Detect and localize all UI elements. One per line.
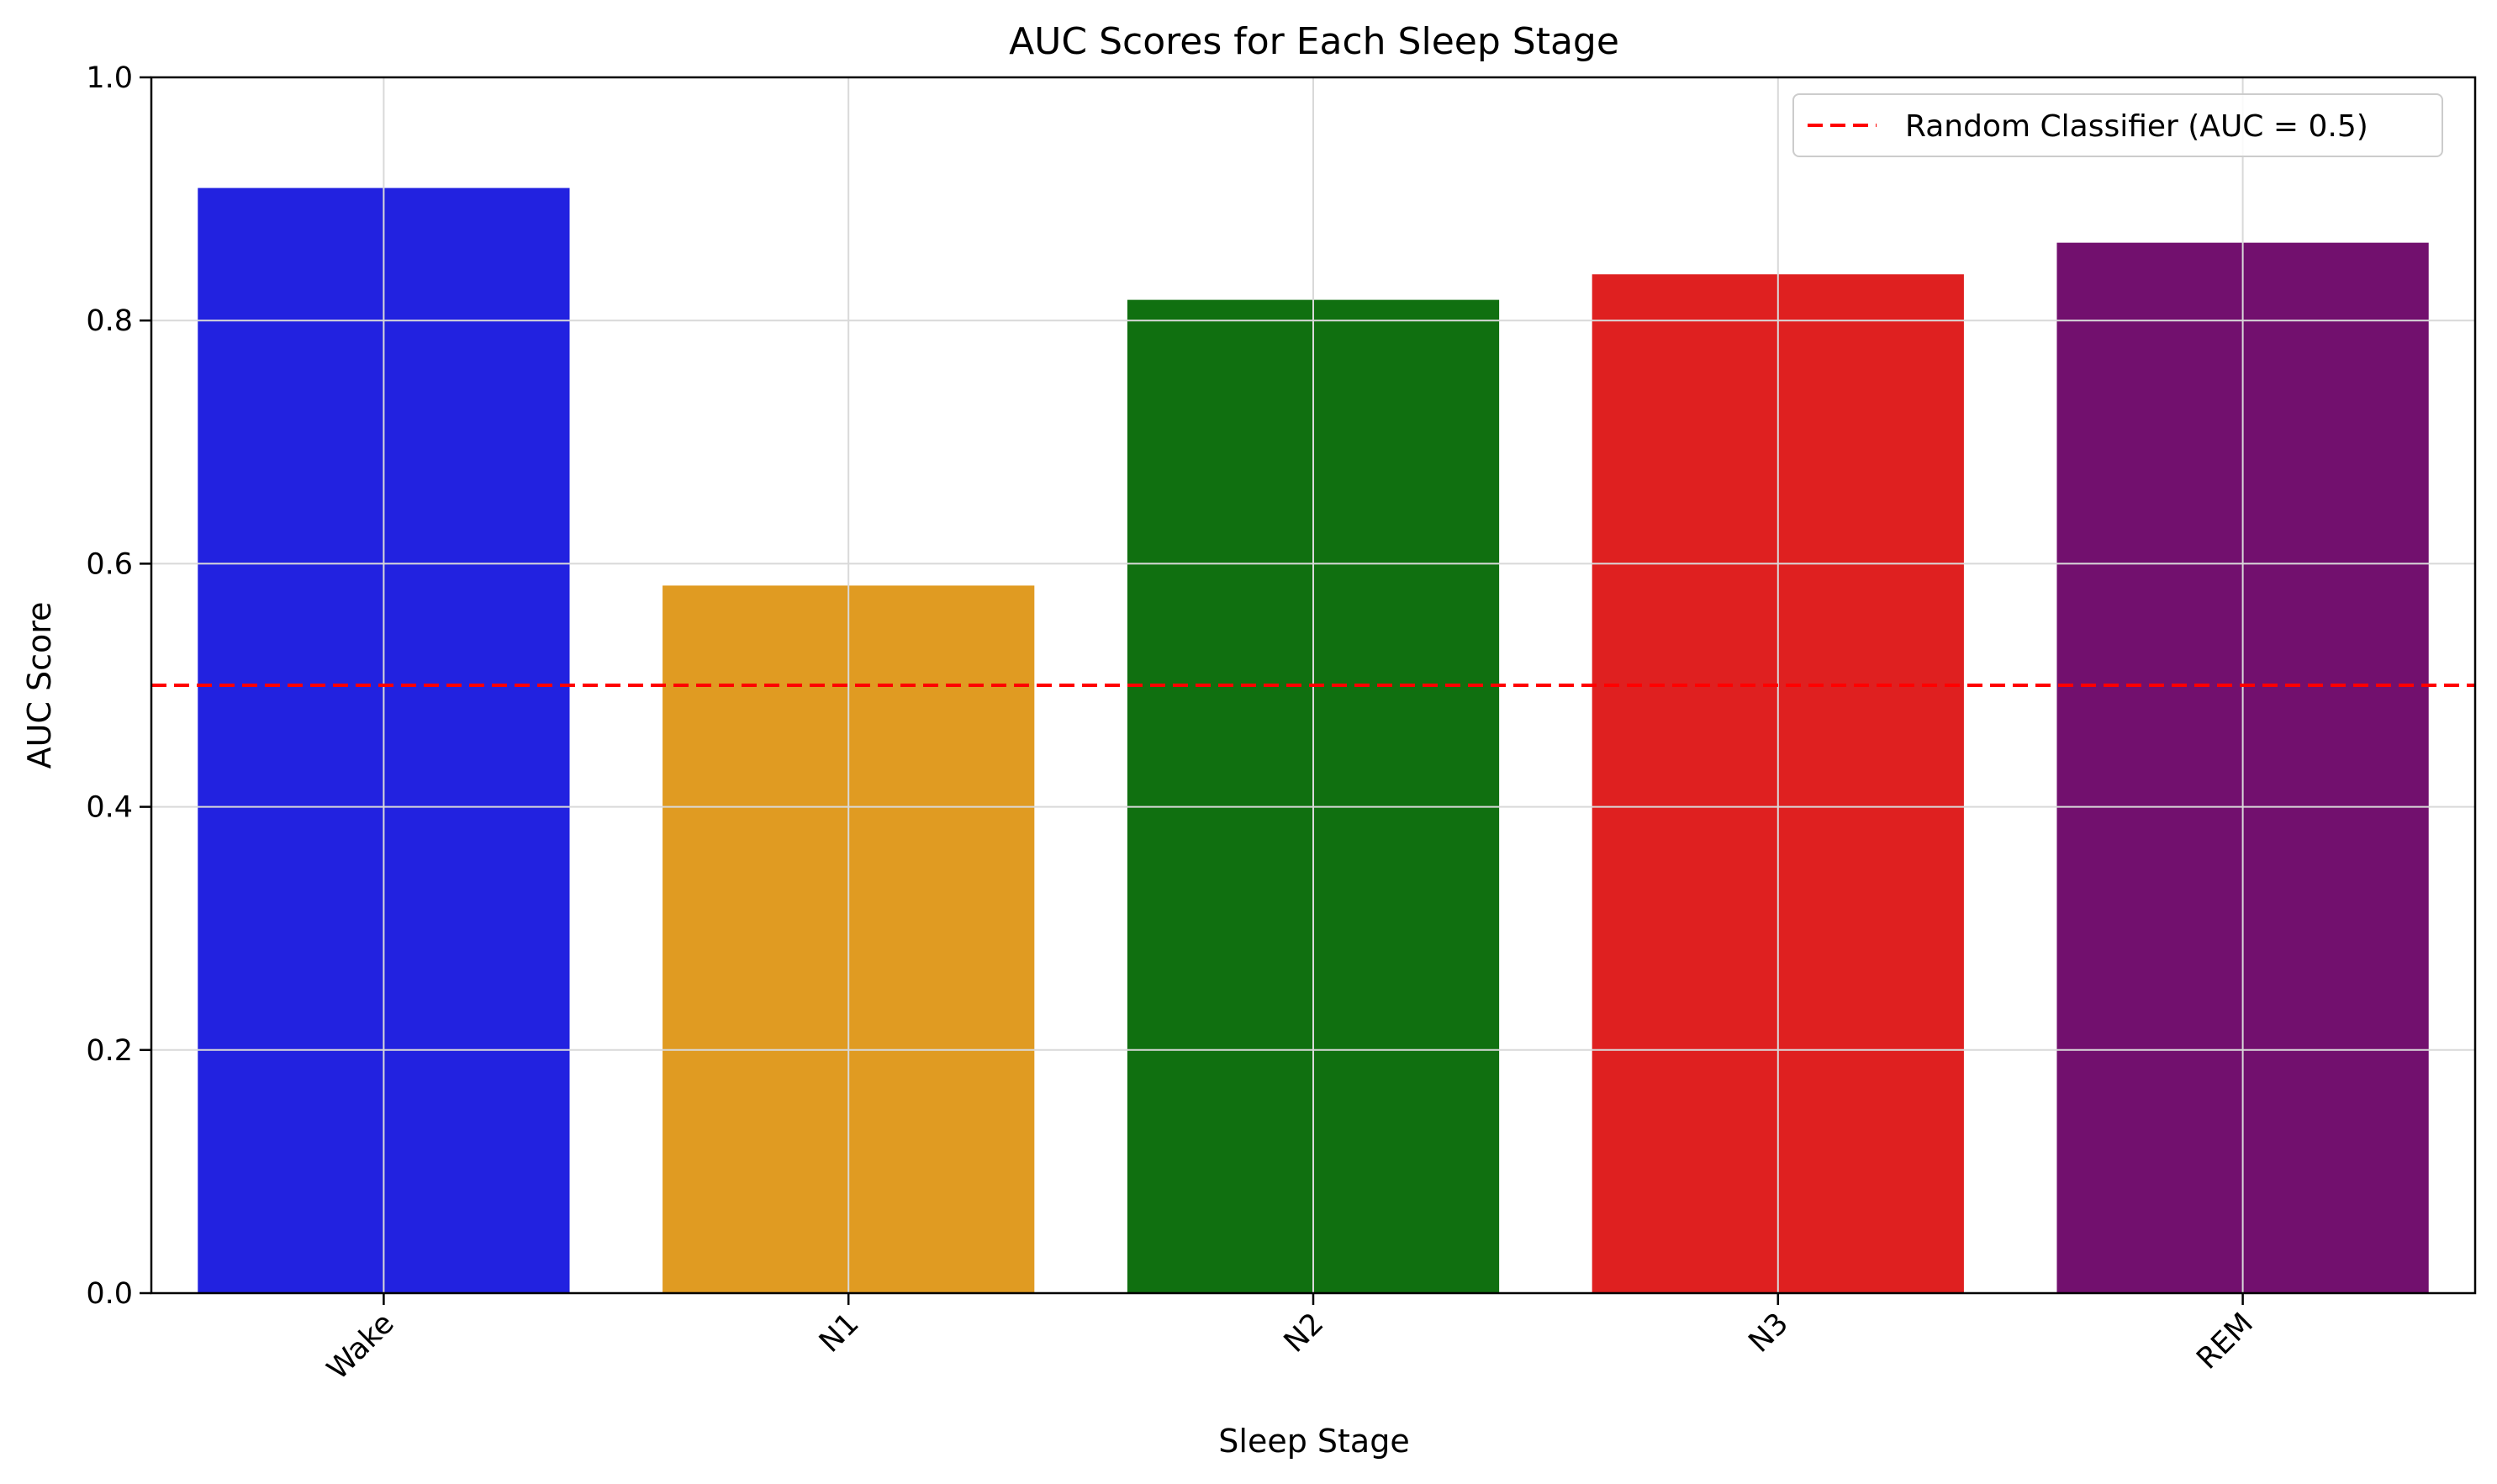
y-tick-label: 0.4	[86, 791, 133, 825]
legend: Random Classifier (AUC = 0.5)	[1792, 93, 2443, 157]
chart-title: AUC Scores for Each Sleep Stage	[1009, 20, 1619, 63]
y-tick-label: 1.0	[86, 61, 133, 95]
y-tick-label: 0.2	[86, 1034, 133, 1068]
x-axis-ticks: Wake N1 N2 N3 REM	[321, 1293, 2260, 1386]
y-tick-label: 0.6	[86, 547, 133, 581]
y-tick-label: 0.0	[86, 1277, 133, 1311]
x-tick-label-wake: Wake	[321, 1307, 401, 1386]
x-tick-label-rem: REM	[2190, 1307, 2259, 1376]
y-tick-label: 0.8	[86, 304, 133, 338]
x-tick-label-n3: N3	[1743, 1307, 1796, 1360]
legend-box	[1792, 93, 2443, 157]
y-axis-label: AUC Score	[21, 602, 58, 769]
legend-label: Random Classifier (AUC = 0.5)	[1905, 109, 2368, 144]
x-tick-label-n2: N2	[1278, 1307, 1331, 1360]
x-tick-label-n1: N1	[813, 1307, 866, 1360]
x-axis-label: Sleep Stage	[1218, 1423, 1409, 1460]
y-axis-ticks: 0.0 0.2 0.4 0.6 0.8 1.0	[86, 61, 151, 1311]
